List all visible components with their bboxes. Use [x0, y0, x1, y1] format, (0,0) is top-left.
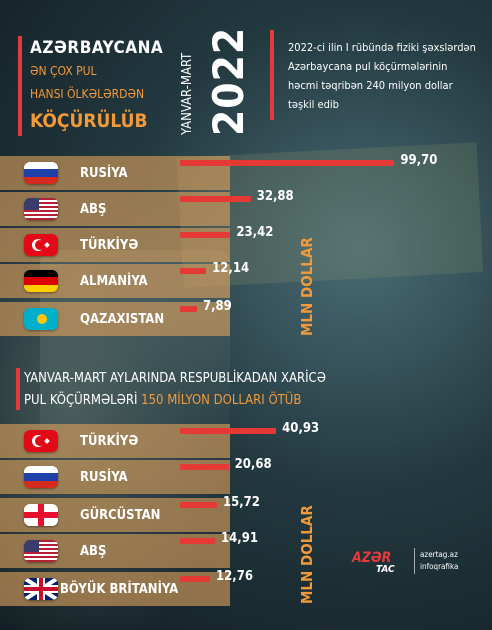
- georgia-flag-icon: [24, 504, 58, 526]
- bar: [180, 196, 251, 202]
- value-label: 14,91: [221, 531, 259, 546]
- value-label: 40,93: [282, 421, 320, 436]
- category-label: RUSİYA: [80, 470, 128, 485]
- source-type: infoqrafika: [420, 562, 459, 571]
- category-label: BÖYÜK BRİTANİYA: [60, 582, 179, 597]
- bar: [180, 306, 197, 312]
- category-label: TÜRKİYƏ: [80, 434, 139, 449]
- bar: [180, 538, 216, 544]
- usa-flag-icon: [24, 540, 58, 562]
- page-title: AZƏRBAYCANA: [30, 38, 164, 58]
- russia-flag-icon: [24, 466, 58, 488]
- chart2-unit-label: MLN DOLLAR: [298, 505, 316, 604]
- value-label: 12,76: [215, 569, 253, 584]
- kazakhstan-flag-icon: [24, 308, 58, 330]
- value-label: 20,68: [234, 457, 272, 472]
- turkey-flag-icon: [24, 430, 58, 452]
- bar: [180, 160, 395, 166]
- value-label: 99,70: [400, 153, 438, 168]
- section2-title-line2-text: PUL KÖÇÜRMƏLƏRİ: [24, 393, 142, 408]
- uk-flag-icon: [24, 578, 58, 600]
- year-label: 2022: [204, 26, 253, 136]
- page-subtitle-line3: KÖÇÜRÜLÜB: [30, 110, 148, 132]
- page-subtitle-line1: ƏN ÇOX PUL: [30, 64, 97, 78]
- value-label: 32,88: [256, 189, 294, 204]
- section2-title-highlight: 150 MİLYON DOLLARI ÖTÜB: [141, 393, 302, 408]
- section2-title-line1: YANVAR-MART AYLARINDA RESPUBLİKADAN XARİ…: [24, 371, 326, 386]
- value-label: 12,14: [212, 261, 250, 276]
- category-label: ALMANİYA: [80, 274, 148, 289]
- azertac-logo: AZƏR TAC: [352, 548, 414, 578]
- bar: [180, 268, 207, 274]
- logo-separator: [414, 548, 415, 574]
- bar: [180, 428, 277, 434]
- period-label: YANVAR-MART: [180, 52, 195, 135]
- section2-title-line2: PUL KÖÇÜRMƏLƏRİ 150 MİLYON DOLLARI ÖTÜB: [24, 390, 326, 412]
- category-label: ABŞ: [80, 202, 107, 217]
- bar: [180, 464, 229, 470]
- source-site: azertag.az: [420, 550, 458, 559]
- chart1-unit-label: MLN DOLLAR: [298, 237, 316, 336]
- value-label: 7,89: [202, 299, 232, 314]
- category-label: TÜRKİYƏ: [80, 238, 139, 253]
- logo-text-top: AZƏR: [352, 550, 392, 566]
- usa-flag-icon: [24, 198, 58, 220]
- title-accent-bar: [18, 36, 22, 136]
- value-label: 15,72: [222, 495, 260, 510]
- russia-flag-icon: [24, 162, 58, 184]
- category-label: QAZAXISTAN: [80, 312, 165, 327]
- germany-flag-icon: [24, 270, 58, 292]
- description-accent-bar: [270, 30, 274, 120]
- page-subtitle-line2: HANSI ÖLKƏLƏRDƏN: [30, 87, 145, 101]
- bar: [180, 502, 217, 508]
- bar: [180, 232, 231, 238]
- category-label: ABŞ: [80, 544, 107, 559]
- category-label: GÜRCÜSTAN: [80, 508, 161, 523]
- section2-title: YANVAR-MART AYLARINDA RESPUBLİKADAN XARİ…: [24, 368, 326, 412]
- section2-accent-bar: [16, 368, 20, 410]
- bar: [180, 576, 210, 582]
- logo-text-bottom: TAC: [376, 564, 395, 575]
- category-label: RUSİYA: [80, 166, 128, 181]
- turkey-flag-icon: [24, 234, 58, 256]
- description-text: 2022-ci ilin I rübündə fiziki şəxslərdən…: [288, 41, 476, 111]
- value-label: 23,42: [236, 225, 274, 240]
